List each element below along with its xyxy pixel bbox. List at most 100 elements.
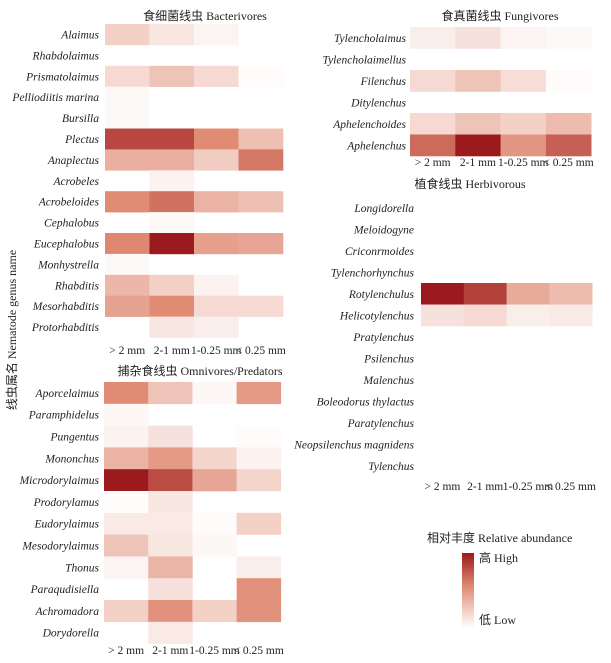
heatmap-cell bbox=[194, 149, 239, 171]
row-label: Mesorhabditis bbox=[32, 301, 100, 313]
heatmap-cell bbox=[105, 233, 150, 255]
x-tick-label: 1-0.25 mm bbox=[189, 645, 240, 657]
heatmap-cell bbox=[105, 149, 150, 171]
heatmap-cell bbox=[236, 382, 282, 405]
heatmap-cell bbox=[105, 24, 150, 46]
x-tick-label: 2-1 mm bbox=[154, 345, 190, 357]
row-label: Cephalobus bbox=[44, 218, 99, 230]
heatmap-cell bbox=[148, 425, 193, 448]
heatmap-cell bbox=[104, 556, 149, 579]
row-label: Pungentus bbox=[49, 432, 99, 444]
row-label: Prismatolaimus bbox=[25, 71, 99, 83]
heatmap-cell bbox=[194, 128, 239, 150]
heatmap-cell bbox=[238, 128, 284, 150]
row-label: Plectus bbox=[64, 134, 99, 146]
heatmap-cell bbox=[148, 534, 193, 557]
heatmap-cell bbox=[105, 253, 150, 276]
heatmap-cell bbox=[236, 425, 282, 448]
row-label: Boleodorus thylactus bbox=[317, 396, 415, 408]
heatmap-cell bbox=[421, 283, 465, 305]
row-label: Anaplectus bbox=[47, 155, 100, 167]
heatmap-cell bbox=[194, 24, 239, 46]
heatmap-cell bbox=[148, 469, 193, 492]
heatmap-cell bbox=[192, 512, 237, 535]
heatmap-cell bbox=[238, 295, 284, 317]
heatmap-cell bbox=[500, 27, 547, 49]
heatmap-cell bbox=[104, 425, 149, 448]
x-tick-label: 1-0.25 mm bbox=[191, 345, 242, 357]
heatmap-cell bbox=[148, 556, 193, 579]
row-label: Criconrmoides bbox=[345, 246, 415, 258]
x-tick-label: 2-1 mm bbox=[460, 157, 496, 169]
x-tick-label: < 0.25 mm bbox=[543, 157, 593, 169]
heatmap-cell bbox=[455, 27, 501, 49]
legend-high-label: 高 High bbox=[479, 550, 518, 565]
heatmap-cell bbox=[236, 578, 282, 601]
heatmap-cell bbox=[149, 191, 195, 213]
panel-fungivores: Tylencholaimus Tylencholaimellus Filenchus… bbox=[323, 27, 594, 169]
heatmap-cell bbox=[455, 113, 501, 135]
heatmap-cell bbox=[194, 191, 239, 213]
heatmap-cell bbox=[238, 149, 284, 171]
row-label: Meloidogyne bbox=[353, 224, 414, 236]
heatmap-cell bbox=[192, 600, 237, 623]
heatmap-cell bbox=[105, 86, 150, 108]
heatmap-cell bbox=[194, 274, 239, 296]
heatmap-cell bbox=[192, 534, 237, 557]
heatmap-cell bbox=[105, 191, 150, 213]
row-label: Eucephalobus bbox=[33, 238, 100, 250]
row-label: Psilenchus bbox=[363, 353, 414, 365]
heatmap-cell bbox=[238, 191, 284, 213]
heatmap-cell bbox=[149, 24, 195, 46]
x-tick-label: > 2 mm bbox=[424, 481, 460, 493]
panel-omnivores: Aporcelaimus Paramphidelus Pungentus Mononc… bbox=[19, 382, 284, 657]
legend-title: 相对丰度 Relative abundance bbox=[427, 530, 572, 545]
heatmap-cell bbox=[149, 170, 195, 192]
heatmap-cell bbox=[236, 512, 282, 535]
x-tick-label: < 0.25 mm bbox=[234, 645, 284, 657]
row-label: Protorhabditis bbox=[31, 322, 100, 334]
heatmap-cell bbox=[149, 149, 195, 171]
row-label: Mononchus bbox=[44, 453, 99, 465]
heatmap-cell bbox=[545, 134, 592, 157]
x-tick-label: < 0.25 mm bbox=[236, 345, 286, 357]
heatmap-cell bbox=[194, 316, 239, 338]
heatmap-cell bbox=[500, 134, 547, 157]
heatmap-cell bbox=[104, 469, 149, 492]
heatmap-cell bbox=[104, 600, 149, 623]
heatmap-cell bbox=[545, 27, 592, 49]
heatmap-panels: Alaimus Rhabdolaimus Prismatolaimus Pelliod… bbox=[11, 24, 596, 657]
heatmap-cell bbox=[410, 70, 456, 92]
row-label: Acrobeloides bbox=[38, 197, 100, 209]
heatmap-cell bbox=[500, 70, 547, 92]
heatmap-cell bbox=[421, 304, 465, 327]
heatmap-cell bbox=[192, 469, 237, 492]
row-label: Pratylenchus bbox=[352, 332, 414, 344]
heatmap-cell bbox=[104, 447, 149, 470]
heatmap-cell bbox=[506, 304, 550, 327]
x-tick-label: > 2 mm bbox=[109, 345, 145, 357]
heatmap-cell bbox=[194, 233, 239, 255]
panel-title-bacterivores: 食细菌线虫 Bacterivores bbox=[143, 8, 267, 23]
heatmap-cell bbox=[148, 512, 193, 535]
row-label: Tylencholaimus bbox=[334, 33, 406, 45]
row-label: Acrobeles bbox=[52, 176, 99, 188]
heatmap-cell bbox=[104, 491, 149, 514]
heatmap-cell bbox=[148, 578, 193, 601]
row-label: Alaimus bbox=[60, 29, 99, 41]
x-tick-label: < 0.25 mm bbox=[546, 481, 596, 493]
heatmap-cell bbox=[104, 512, 149, 535]
heatmap-cell bbox=[148, 621, 193, 644]
heatmap-cell bbox=[236, 556, 282, 579]
heatmap-cell bbox=[105, 274, 150, 296]
row-label: Aphelenchus bbox=[346, 140, 406, 152]
row-label: Monhystrella bbox=[37, 259, 99, 271]
x-tick-label: 1-0.25 mm bbox=[498, 157, 549, 169]
heatmap-cell bbox=[149, 233, 195, 255]
heatmap-cell bbox=[148, 447, 193, 470]
x-tick-label: > 2 mm bbox=[415, 157, 451, 169]
heatmap-cell bbox=[455, 134, 501, 157]
panel-title-omnivores: 捕杂食线虫 Omnivores/Predators bbox=[118, 363, 283, 378]
row-label: Rhabditis bbox=[54, 280, 100, 292]
